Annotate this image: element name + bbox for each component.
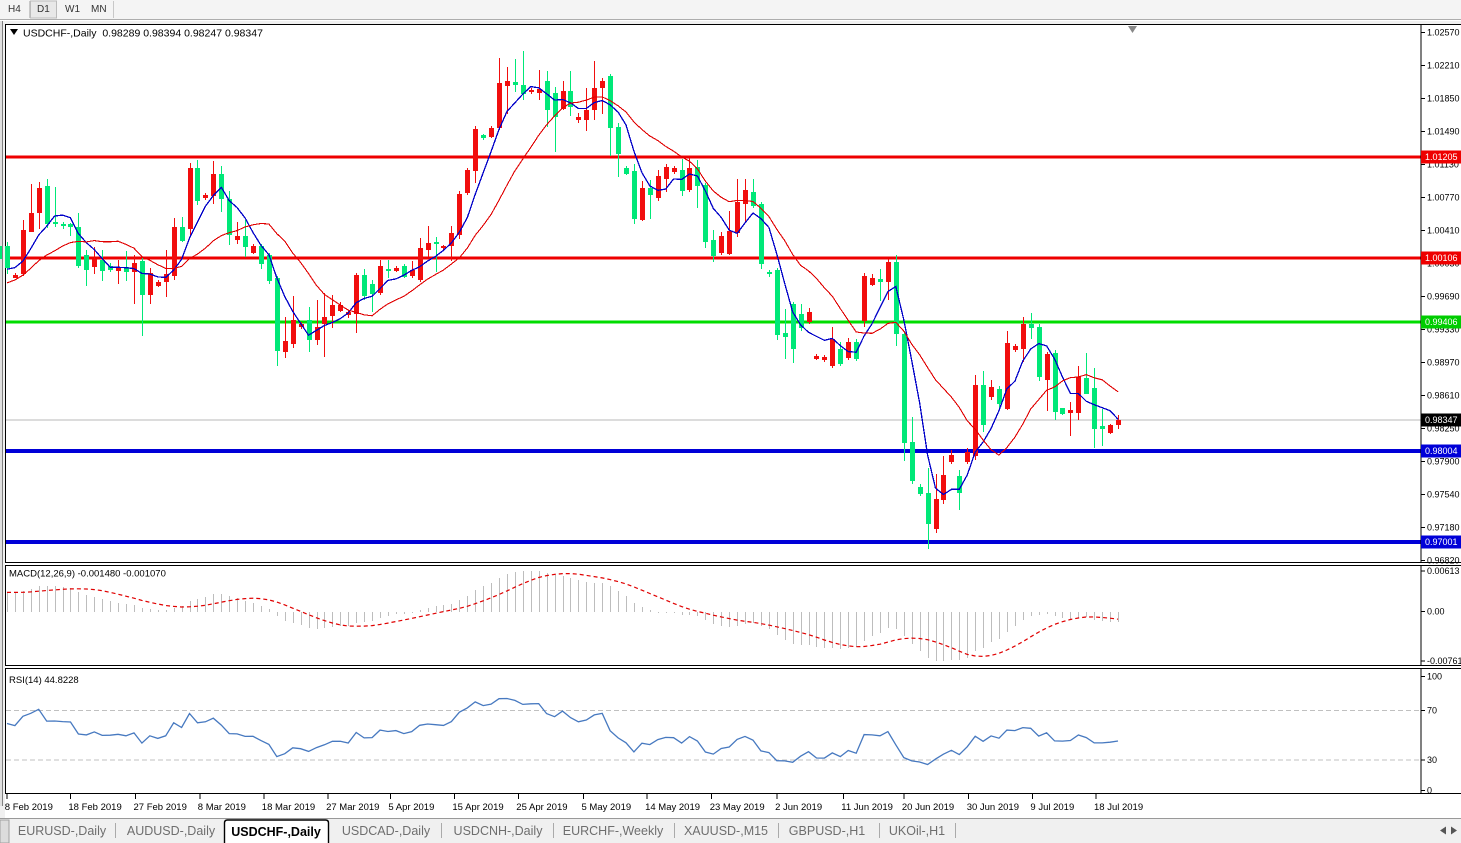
svg-text:30 Jun 2019: 30 Jun 2019 (967, 802, 1019, 813)
svg-text:1.01130: 1.01130 (1427, 160, 1459, 170)
svg-text:1.00106: 1.00106 (1425, 253, 1458, 263)
svg-text:GBPUSD-,H1: GBPUSD-,H1 (789, 824, 865, 838)
svg-text:MACD(12,26,9) -0.001480 -0.001: MACD(12,26,9) -0.001480 -0.001070 (9, 569, 166, 580)
svg-text:11 Jun 2019: 11 Jun 2019 (841, 802, 893, 813)
svg-text:5 Apr 2019: 5 Apr 2019 (388, 802, 434, 813)
svg-text:UKOil-,H1: UKOil-,H1 (889, 824, 945, 838)
svg-text:0.00613: 0.00613 (1427, 566, 1460, 576)
svg-text:18 Feb 2019: 18 Feb 2019 (68, 802, 121, 813)
svg-text:0.98970: 0.98970 (1427, 358, 1460, 368)
svg-text:USDCHF-,Daily 0.98289 0.98394: USDCHF-,Daily 0.98289 0.98394 0.98247 0.… (23, 28, 263, 40)
svg-text:MN: MN (91, 4, 107, 15)
svg-text:0.96820: 0.96820 (1427, 556, 1460, 566)
svg-text:0: 0 (1427, 786, 1432, 796)
svg-text:RSI(14) 44.8228: RSI(14) 44.8228 (9, 675, 79, 686)
svg-text:1.02570: 1.02570 (1427, 28, 1460, 38)
svg-text:0.99690: 0.99690 (1427, 292, 1460, 302)
svg-text:EURCHF-,Weekly: EURCHF-,Weekly (563, 824, 664, 838)
svg-text:18 Mar 2019: 18 Mar 2019 (262, 802, 315, 813)
svg-text:D1: D1 (37, 4, 50, 15)
svg-text:1.01490: 1.01490 (1427, 127, 1460, 137)
svg-text:USDCNH-,Daily: USDCNH-,Daily (454, 824, 544, 838)
svg-text:25 Apr 2019: 25 Apr 2019 (516, 802, 567, 813)
svg-text:9 Jul 2019: 9 Jul 2019 (1030, 802, 1074, 813)
svg-text:1.01850: 1.01850 (1427, 94, 1460, 104)
svg-text:XAUUSD-,M15: XAUUSD-,M15 (684, 824, 768, 838)
svg-text:0.98250: 0.98250 (1427, 424, 1460, 434)
svg-text:0.97001: 0.97001 (1425, 537, 1458, 547)
svg-text:0.98610: 0.98610 (1427, 391, 1460, 401)
svg-text:100: 100 (1427, 672, 1442, 682)
svg-text:1.00410: 1.00410 (1427, 226, 1460, 236)
svg-text:20 Jun 2019: 20 Jun 2019 (902, 802, 954, 813)
svg-text:0.98004: 0.98004 (1425, 446, 1458, 456)
svg-text:EURUSD-,Daily: EURUSD-,Daily (18, 824, 107, 838)
svg-text:AUDUSD-,Daily: AUDUSD-,Daily (127, 824, 216, 838)
svg-text:8 Mar 2019: 8 Mar 2019 (198, 802, 246, 813)
svg-text:0.99330: 0.99330 (1427, 325, 1460, 335)
svg-text:0.00: 0.00 (1427, 607, 1445, 617)
svg-text:0.97540: 0.97540 (1427, 490, 1460, 500)
svg-text:27 Feb 2019: 27 Feb 2019 (134, 802, 187, 813)
svg-text:0.99406: 0.99406 (1425, 317, 1458, 327)
svg-text:USDCHF-,Daily: USDCHF-,Daily (231, 825, 321, 839)
svg-text:15 Apr 2019: 15 Apr 2019 (452, 802, 503, 813)
svg-text:8 Feb 2019: 8 Feb 2019 (5, 802, 53, 813)
svg-text:W1: W1 (65, 4, 80, 15)
svg-text:1.01205: 1.01205 (1425, 152, 1458, 162)
svg-text:1.00770: 1.00770 (1427, 193, 1460, 203)
svg-text:0.98347: 0.98347 (1425, 415, 1458, 425)
svg-text:23 May 2019: 23 May 2019 (710, 802, 765, 813)
svg-text:H4: H4 (8, 4, 21, 15)
svg-text:27 Mar 2019: 27 Mar 2019 (326, 802, 379, 813)
svg-text:14 May 2019: 14 May 2019 (645, 802, 700, 813)
svg-text:0.97900: 0.97900 (1427, 457, 1460, 467)
svg-text:2 Jun 2019: 2 Jun 2019 (775, 802, 822, 813)
svg-text:70: 70 (1427, 706, 1437, 716)
svg-text:0.97180: 0.97180 (1427, 523, 1460, 533)
svg-text:USDCAD-,Daily: USDCAD-,Daily (342, 824, 431, 838)
svg-text:18 Jul 2019: 18 Jul 2019 (1094, 802, 1143, 813)
svg-text:5 May 2019: 5 May 2019 (582, 802, 632, 813)
svg-text:30: 30 (1427, 755, 1437, 765)
svg-text:-0.00761: -0.00761 (1427, 656, 1461, 666)
svg-text:1.02210: 1.02210 (1427, 61, 1460, 71)
